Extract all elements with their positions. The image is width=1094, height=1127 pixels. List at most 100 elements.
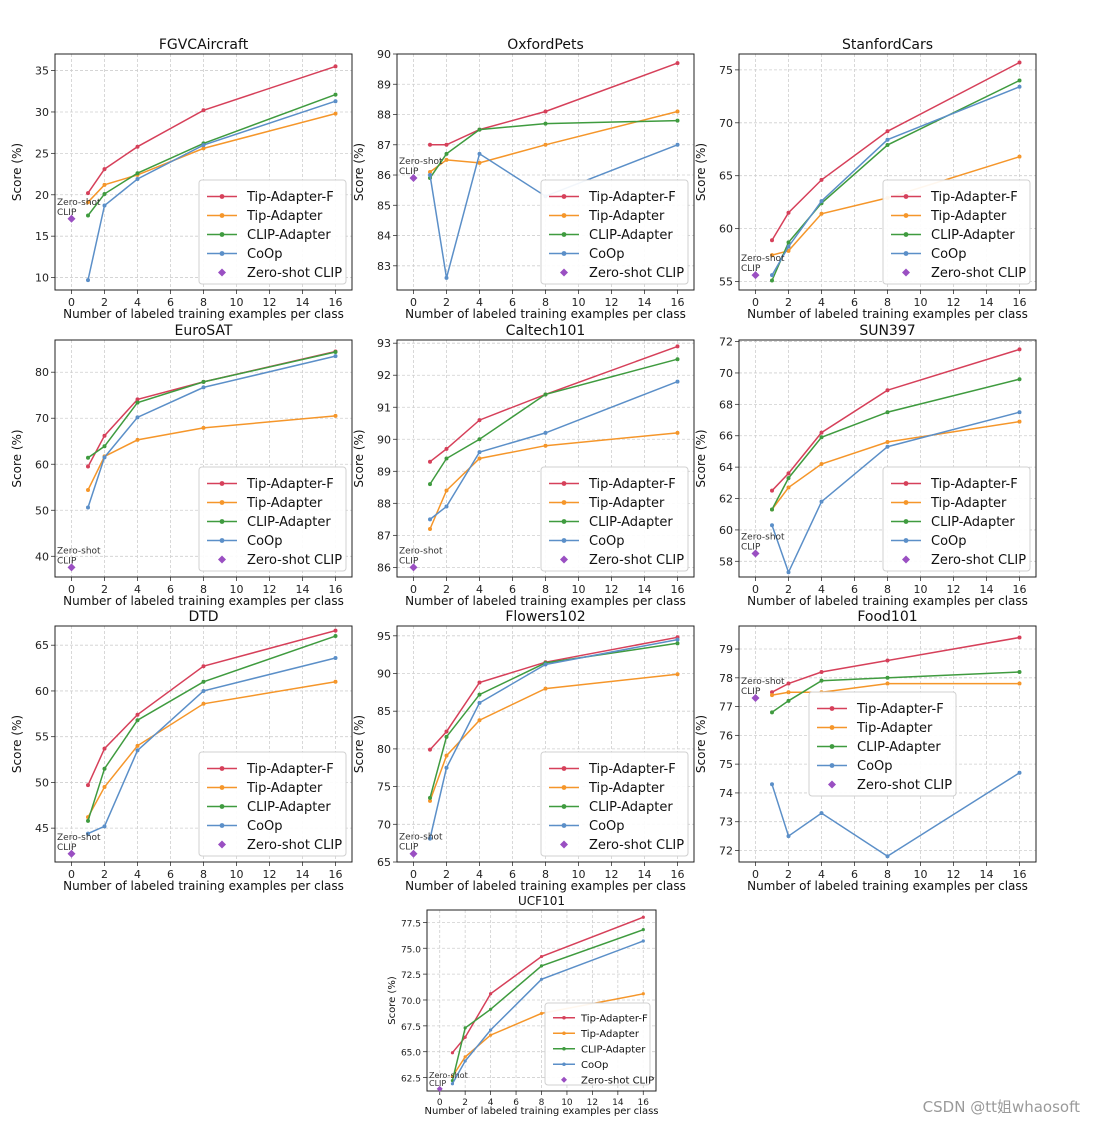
data-point-tip-adapter-f xyxy=(135,144,140,149)
y-tick-label: 75 xyxy=(719,758,733,771)
x-tick-label: 0 xyxy=(752,868,759,881)
x-tick-label: 2 xyxy=(462,1098,468,1108)
x-tick-label: 10 xyxy=(572,868,586,881)
data-point-coop xyxy=(102,203,107,208)
x-tick-label: 2 xyxy=(101,296,108,309)
legend-item-zero-shot-clip: Zero-shot CLIP xyxy=(581,1075,654,1086)
x-axis-label: Number of labeled training examples per … xyxy=(425,1106,659,1117)
y-tick-label: 72.5 xyxy=(401,971,421,981)
y-axis-label: Score (%) xyxy=(352,715,366,773)
x-tick-label: 12 xyxy=(263,296,277,309)
legend-item-clip-adapter: CLIP-Adapter xyxy=(589,800,673,815)
data-point-coop xyxy=(86,278,90,283)
chart-dtd: DTD 0 2 4 6 8 10 12 14 16 45 50 55 60 65 Number of labe… xyxy=(10,609,353,893)
data-point-coop xyxy=(885,444,890,449)
data-point-clip-adapter xyxy=(1017,78,1022,83)
legend-item-zero-shot-clip: Zero-shot CLIP xyxy=(857,778,952,793)
x-tick-label: 8 xyxy=(542,296,549,309)
data-point-tip-adapter xyxy=(428,798,432,803)
data-point-tip-adapter-f xyxy=(444,446,449,451)
zero-shot-annotation: Zero-shot xyxy=(741,532,785,542)
x-tick-label: 10 xyxy=(561,1098,573,1108)
legend: Tip-Adapter-F Tip-Adapter CLIP-Adapter CoOp… xyxy=(808,691,957,797)
legend-item-tip-adapter-f: Tip-Adapter-F xyxy=(588,477,676,492)
x-tick-label: 10 xyxy=(572,583,586,596)
data-point-tip-adapter-f xyxy=(539,954,544,959)
x-tick-label: 12 xyxy=(263,583,277,596)
data-point-coop xyxy=(477,700,482,705)
x-axis-label: Number of labeled training examples per … xyxy=(405,307,686,321)
legend-swatch-marker xyxy=(903,500,909,505)
legend-swatch-marker xyxy=(219,213,225,218)
series-line-tip-adapter-f xyxy=(430,62,678,146)
data-point-tip-adapter xyxy=(333,111,338,116)
data-point-tip-adapter-f xyxy=(786,681,791,686)
data-point-tip-adapter xyxy=(428,526,432,531)
data-point-coop xyxy=(450,1082,455,1086)
plot-frame xyxy=(54,53,353,291)
y-tick-label: 75.0 xyxy=(401,945,421,955)
data-point-clip-adapter xyxy=(428,795,432,800)
x-tick-label: 6 xyxy=(167,296,174,309)
legend-item-zero-shot-clip: Zero-shot CLIP xyxy=(589,553,684,568)
data-point-tip-adapter xyxy=(543,142,548,147)
data-point-tip-adapter xyxy=(102,182,107,187)
data-point-tip-adapter-f xyxy=(444,142,449,147)
y-tick-label: 86 xyxy=(377,169,391,182)
legend-item-coop: CoOp xyxy=(247,247,283,262)
legend-box xyxy=(198,751,347,857)
y-axis-label: Score (%) xyxy=(352,143,366,201)
y-tick-label: 70 xyxy=(719,117,733,130)
x-tick-label: 16 xyxy=(329,296,343,309)
zero-shot-annotation: CLIP xyxy=(57,556,77,566)
x-tick-label: 10 xyxy=(230,583,244,596)
data-point-tip-adapter xyxy=(675,672,680,677)
y-tick-label: 65 xyxy=(377,856,391,869)
data-point-coop xyxy=(477,450,482,455)
data-point-coop xyxy=(135,177,140,182)
data-point-tip-adapter xyxy=(641,992,645,996)
y-tick-label: 15 xyxy=(35,230,49,243)
x-tick-label: 16 xyxy=(671,868,685,881)
data-point-tip-adapter-f xyxy=(1017,347,1022,352)
y-tick-label: 89 xyxy=(377,78,391,91)
legend-box xyxy=(882,466,1031,572)
data-point-clip-adapter xyxy=(333,92,338,97)
legend-swatch-marker xyxy=(903,538,909,543)
data-point-tip-adapter xyxy=(675,109,680,114)
data-point-tip-adapter xyxy=(201,146,206,151)
data-point-tip-adapter xyxy=(444,488,449,493)
zero-shot-annotation: CLIP xyxy=(399,843,419,853)
data-point-tip-adapter xyxy=(201,425,206,430)
data-point-tip-adapter xyxy=(1017,154,1022,159)
data-point-tip-adapter-f xyxy=(543,109,548,114)
y-tick-label: 70.0 xyxy=(401,997,421,1007)
data-point-clip-adapter xyxy=(675,641,680,646)
data-point-tip-adapter-f xyxy=(885,388,890,393)
y-tick-label: 87 xyxy=(377,139,391,152)
x-tick-label: 4 xyxy=(476,868,483,881)
y-tick-label: 80 xyxy=(35,366,49,379)
data-point-tip-adapter xyxy=(135,743,140,748)
data-point-tip-adapter xyxy=(1017,681,1022,686)
legend-item-tip-adapter: Tip-Adapter xyxy=(588,781,665,796)
data-point-tip-adapter-f xyxy=(428,747,432,752)
y-tick-label: 75 xyxy=(377,781,391,794)
y-tick-label: 80 xyxy=(377,743,391,756)
x-tick-label: 10 xyxy=(914,296,928,309)
y-axis-label: Score (%) xyxy=(694,143,708,201)
x-tick-label: 12 xyxy=(605,583,619,596)
x-tick-label: 12 xyxy=(605,868,619,881)
data-point-tip-adapter-f xyxy=(786,471,791,476)
data-point-tip-adapter xyxy=(786,248,791,253)
data-point-coop xyxy=(1017,410,1022,415)
data-point-clip-adapter xyxy=(770,507,774,512)
legend-item-coop: CoOp xyxy=(247,819,283,834)
legend-swatch-marker xyxy=(561,194,567,199)
data-point-clip-adapter xyxy=(86,818,90,823)
x-tick-label: 8 xyxy=(539,1098,545,1108)
y-tick-label: 68 xyxy=(719,398,733,411)
x-tick-label: 8 xyxy=(542,868,549,881)
legend-swatch-marker xyxy=(219,804,225,809)
data-point-tip-adapter-f xyxy=(675,344,680,349)
